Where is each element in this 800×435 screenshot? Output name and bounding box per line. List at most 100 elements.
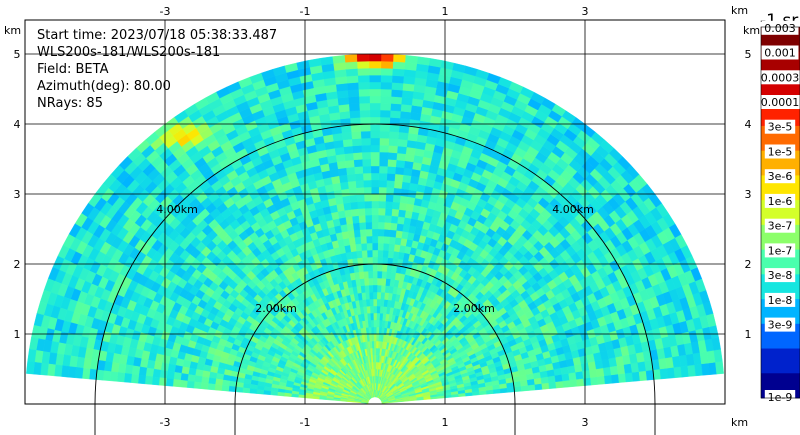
- x-unit-bottom: km: [731, 416, 748, 429]
- scan-cell: [368, 53, 382, 62]
- scan-cell: [369, 95, 381, 104]
- scan-cell: [376, 305, 381, 314]
- scan-cell: [368, 67, 382, 76]
- scan-cell: [368, 60, 382, 69]
- scan-cell: [589, 368, 598, 378]
- scan-cell: [364, 200, 372, 209]
- scan-cell: [380, 277, 387, 286]
- scan-cell: [377, 249, 384, 258]
- range-ring-label: 2.00km: [453, 302, 495, 315]
- scan-cell: [397, 209, 406, 218]
- scan-cell: [332, 55, 346, 64]
- scan-cell: [337, 167, 348, 177]
- scan-cell: [364, 207, 372, 216]
- scan-cell: [396, 145, 407, 155]
- scan-cell: [375, 347, 379, 356]
- scan-cell: [527, 384, 536, 391]
- scan-cell: [394, 173, 404, 182]
- y-tick-label-left: 4: [14, 118, 21, 131]
- scan-cell: [395, 159, 406, 169]
- scan-cell: [137, 374, 146, 385]
- colorbar-tick-label: 3e-5: [768, 121, 793, 134]
- scan-cell: [602, 366, 612, 377]
- colorbar: -1 sr 0.0030.0010.00030.00013e-51e-53e-6…: [758, 11, 800, 404]
- scan-cell: [173, 371, 182, 381]
- scan-cell: [382, 242, 390, 251]
- y-tick-label-right: 4: [745, 118, 752, 131]
- scan-cell: [388, 236, 396, 245]
- scan-cell: [372, 298, 378, 307]
- scan-cell: [363, 179, 372, 188]
- scan-cell: [390, 103, 402, 112]
- scan-cell: [390, 96, 403, 105]
- scan-cell: [377, 235, 385, 244]
- scan-cell: [562, 379, 571, 388]
- nrays-text: NRays: 85: [37, 96, 103, 111]
- scan-cell: [187, 374, 196, 383]
- scan-cell: [405, 203, 414, 212]
- x-tick-label-bottom: -1: [300, 416, 311, 429]
- scan-cell: [404, 210, 413, 219]
- scan-cell: [181, 366, 190, 375]
- scan-cell: [369, 88, 381, 97]
- scan-cell: [367, 263, 373, 272]
- scan-cell: [201, 376, 210, 384]
- scan-cell: [392, 54, 406, 63]
- scan-cell: [379, 137, 390, 146]
- y-tick-label-right: 2: [745, 258, 752, 271]
- scan-cell: [393, 187, 402, 196]
- scan-cell: [242, 387, 251, 394]
- scan-cell: [333, 69, 347, 78]
- scan-cell: [270, 390, 278, 396]
- scan-cell: [145, 367, 155, 377]
- scan-cell: [381, 270, 387, 279]
- scan-cell: [376, 284, 382, 293]
- scan-cell: [378, 179, 387, 188]
- scan-cell: [359, 109, 371, 118]
- scan-cell: [360, 235, 367, 244]
- scan-cell: [377, 214, 386, 223]
- scan-cell: [713, 348, 723, 363]
- scan-cell: [379, 151, 389, 160]
- scan-cell: [377, 263, 383, 272]
- scan-cell: [341, 195, 351, 204]
- scan-cell: [350, 208, 359, 217]
- scan-cell: [346, 173, 356, 182]
- scan-cell: [369, 109, 381, 118]
- scan-cell: [385, 194, 394, 203]
- colorbar-tick-label: 0.0001: [761, 96, 800, 109]
- scan-cell: [172, 379, 181, 388]
- scan-cell: [335, 153, 346, 163]
- x-tick-label-bottom: -3: [160, 416, 171, 429]
- scan-cell: [383, 221, 392, 230]
- scan-cell: [381, 263, 388, 272]
- scan-cell: [378, 172, 388, 181]
- scan-cell: [336, 89, 349, 99]
- scan-cell: [388, 243, 395, 252]
- scan-cell: [214, 384, 223, 391]
- scan-cell: [568, 371, 577, 381]
- scan-cell: [666, 367, 676, 379]
- scan-cell: [360, 130, 371, 139]
- scan-cell: [67, 366, 77, 379]
- scan-cell: [344, 54, 358, 63]
- scan-cell: [337, 96, 350, 106]
- scan-cell: [376, 298, 381, 307]
- scan-cell: [389, 124, 400, 133]
- scan-cell: [365, 228, 373, 237]
- scan-cell: [359, 116, 371, 125]
- scan-cell: [357, 208, 366, 216]
- scan-cell: [377, 256, 383, 265]
- scan-cell: [363, 186, 372, 195]
- colorbar-swatch: [761, 348, 800, 374]
- scan-cell: [228, 385, 237, 393]
- scan-cell: [361, 144, 371, 153]
- scan-cell: [235, 386, 244, 393]
- scan-cell: [356, 194, 365, 203]
- scan-cell: [399, 195, 409, 204]
- colorbar-tick-label: 3e-6: [768, 170, 793, 183]
- scan-cell: [340, 188, 350, 197]
- scan-cell: [397, 131, 409, 141]
- scan-cell: [355, 180, 364, 189]
- x-tick-label-bottom: 3: [582, 416, 589, 429]
